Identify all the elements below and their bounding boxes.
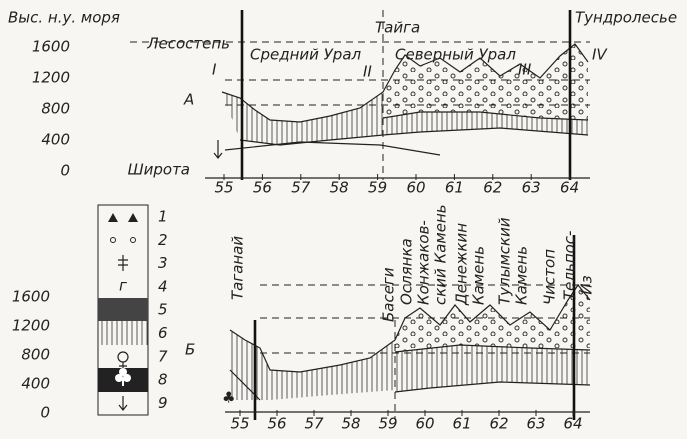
club: ♣ xyxy=(222,389,235,407)
x-tick-label: 64 xyxy=(563,415,582,433)
x-tick-label: 61 xyxy=(445,179,464,197)
y-tick-label: 400 xyxy=(21,375,50,393)
legend-number: 7 xyxy=(158,347,168,365)
peak-label: Таганай xyxy=(229,236,247,300)
region-label: Северный Урал xyxy=(395,46,516,64)
diagram: Выс. н.у. моря Широта А Лесостепь Тайга … xyxy=(0,0,687,439)
y-axis-title: Выс. н.у. моря xyxy=(8,9,120,27)
x-axis-title: Широта xyxy=(128,161,190,179)
y-tick-label: 1600 xyxy=(32,38,70,56)
x-tick-label: 58 xyxy=(341,415,360,433)
y-tick-label: 1200 xyxy=(32,69,70,87)
y-tick-label: 800 xyxy=(21,346,50,364)
x-tick-label: 59 xyxy=(368,179,387,197)
x-tick-label: 55 xyxy=(230,415,249,433)
peak-label: ский Камень xyxy=(432,204,450,305)
x-tick-label: 56 xyxy=(253,179,272,197)
marker: I xyxy=(212,61,217,79)
legend-number: 1 xyxy=(158,208,168,226)
peak-label: -Из xyxy=(578,275,596,300)
x-tick-label: 63 xyxy=(522,179,541,197)
y-tick-label: 0 xyxy=(40,404,50,422)
zone-label: Тайга xyxy=(375,19,420,37)
legend-number: 9 xyxy=(158,394,168,412)
peak-label: Камень xyxy=(470,246,488,305)
peak-label: Конжаков- xyxy=(415,220,433,305)
x-tick-label: 61 xyxy=(452,415,471,433)
y-tick-label: 400 xyxy=(41,131,70,149)
x-tick-label: 60 xyxy=(415,415,434,433)
x-tick-label: 64 xyxy=(560,179,579,197)
peak-label: Чистоп xyxy=(541,249,559,305)
x-tick-label: 57 xyxy=(304,415,324,433)
marker: III xyxy=(518,61,532,79)
peak-label: Басеги xyxy=(380,267,398,322)
marker: IV xyxy=(592,46,608,64)
panel-label: А xyxy=(183,91,194,109)
peak-label: Тулымский xyxy=(496,217,514,305)
peak-label: Ослянка xyxy=(398,238,416,305)
legend-number: 8 xyxy=(158,371,168,389)
x-tick-label: 60 xyxy=(406,179,425,197)
marker: II xyxy=(363,63,372,81)
zone-label: Лесостепь xyxy=(146,35,230,53)
peak-label: Камень xyxy=(513,246,531,305)
peak-label: Тельпос- xyxy=(561,231,579,300)
x-tick-label: 57 xyxy=(291,179,311,197)
x-tick-label: 62 xyxy=(483,179,502,197)
x-tick-label: 58 xyxy=(330,179,349,197)
peak-label: Денежкин xyxy=(453,223,471,306)
x-tick-label: 62 xyxy=(489,415,508,433)
legend-number: 4 xyxy=(158,277,168,295)
y-tick-label: 800 xyxy=(41,100,70,118)
x-tick-label: 59 xyxy=(378,415,397,433)
legend-number: 2 xyxy=(158,231,168,249)
x-tick-label: 56 xyxy=(267,415,286,433)
legend-symbol: г xyxy=(119,277,127,295)
y-tick-label: 1200 xyxy=(12,317,50,335)
region-label: Средний Урал xyxy=(250,46,362,64)
legend-number: 3 xyxy=(158,254,168,272)
panel-label: Б xyxy=(185,341,195,359)
legend-number: 5 xyxy=(158,301,168,319)
y-tick-label: 1600 xyxy=(12,288,50,306)
zone-label: Тундролесье xyxy=(575,9,677,27)
y-tick-label: 0 xyxy=(60,162,70,180)
x-tick-label: 55 xyxy=(214,179,233,197)
legend-number: 6 xyxy=(158,324,168,342)
x-tick-label: 63 xyxy=(526,415,545,433)
legend: г xyxy=(98,205,148,415)
